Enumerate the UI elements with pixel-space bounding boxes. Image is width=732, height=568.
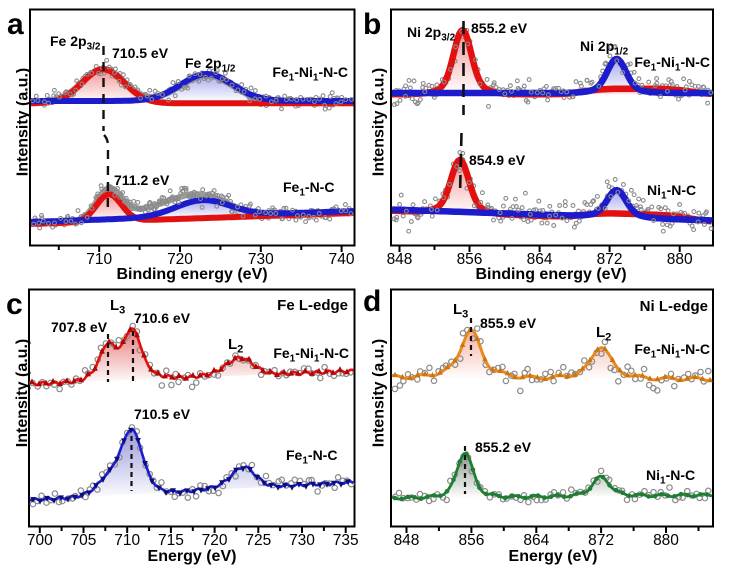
- svg-text:720: 720: [202, 532, 228, 549]
- svg-text:Fe1​-N-C: Fe1​-N-C: [286, 447, 337, 467]
- svg-text:730: 730: [289, 532, 315, 549]
- svg-text:Intensity (a.u.): Intensity (a.u.): [15, 68, 32, 176]
- svg-text:710: 710: [114, 532, 140, 549]
- svg-text:720: 720: [167, 251, 193, 268]
- svg-text:848: 848: [387, 251, 413, 268]
- svg-text:854.9 eV: 854.9 eV: [469, 152, 526, 168]
- svg-text:Fe1​-N-C: Fe1​-N-C: [283, 179, 334, 199]
- svg-text:Binding energy (eV): Binding energy (eV): [116, 266, 267, 283]
- svg-text:Intensity (a.u.): Intensity (a.u.): [14, 339, 31, 447]
- svg-text:Ni1​-N-C: Ni1​-N-C: [646, 467, 695, 487]
- svg-text:707.8 eV: 707.8 eV: [51, 319, 108, 335]
- svg-text:872: 872: [588, 532, 614, 549]
- svg-text:735: 735: [333, 532, 359, 549]
- svg-text:Ni L-edge: Ni L-edge: [640, 298, 708, 315]
- svg-text:848: 848: [394, 532, 420, 549]
- svg-text:725: 725: [245, 532, 271, 549]
- svg-text:Binding energy (eV): Binding energy (eV): [475, 266, 626, 283]
- svg-text:855.2 eV: 855.2 eV: [471, 20, 528, 36]
- svg-text:880: 880: [667, 251, 693, 268]
- svg-text:Intensity (a.u.): Intensity (a.u.): [371, 68, 388, 176]
- svg-text:711.2 eV: 711.2 eV: [114, 172, 170, 188]
- svg-text:715: 715: [158, 532, 184, 549]
- svg-text:a: a: [7, 8, 24, 41]
- svg-text:705: 705: [71, 532, 97, 549]
- svg-text:730: 730: [248, 251, 274, 268]
- svg-text:d: d: [363, 285, 381, 318]
- svg-text:856: 856: [458, 532, 484, 549]
- svg-text:855.9 eV: 855.9 eV: [480, 315, 537, 331]
- svg-text:855.2 eV: 855.2 eV: [475, 439, 532, 455]
- svg-text:Energy (eV): Energy (eV): [148, 548, 237, 565]
- svg-text:700: 700: [27, 532, 53, 549]
- svg-text:710.6 eV: 710.6 eV: [134, 310, 191, 326]
- svg-text:880: 880: [653, 532, 679, 549]
- svg-text:864: 864: [523, 532, 549, 549]
- svg-text:b: b: [363, 8, 381, 41]
- svg-text:Fe L-edge: Fe L-edge: [277, 297, 348, 314]
- svg-text:710: 710: [86, 251, 112, 268]
- svg-text:c: c: [6, 288, 23, 321]
- svg-text:710.5 eV: 710.5 eV: [134, 406, 191, 422]
- svg-text:872: 872: [597, 251, 623, 268]
- svg-text:Intensity (a.u.): Intensity (a.u.): [371, 339, 388, 447]
- svg-text:Energy (eV): Energy (eV): [509, 548, 598, 565]
- svg-text:740: 740: [329, 251, 355, 268]
- svg-text:Ni1​-N-C: Ni1​-N-C: [647, 182, 696, 202]
- svg-text:856: 856: [457, 251, 483, 268]
- svg-text:710.5 eV: 710.5 eV: [112, 45, 169, 61]
- svg-text:864: 864: [527, 251, 553, 268]
